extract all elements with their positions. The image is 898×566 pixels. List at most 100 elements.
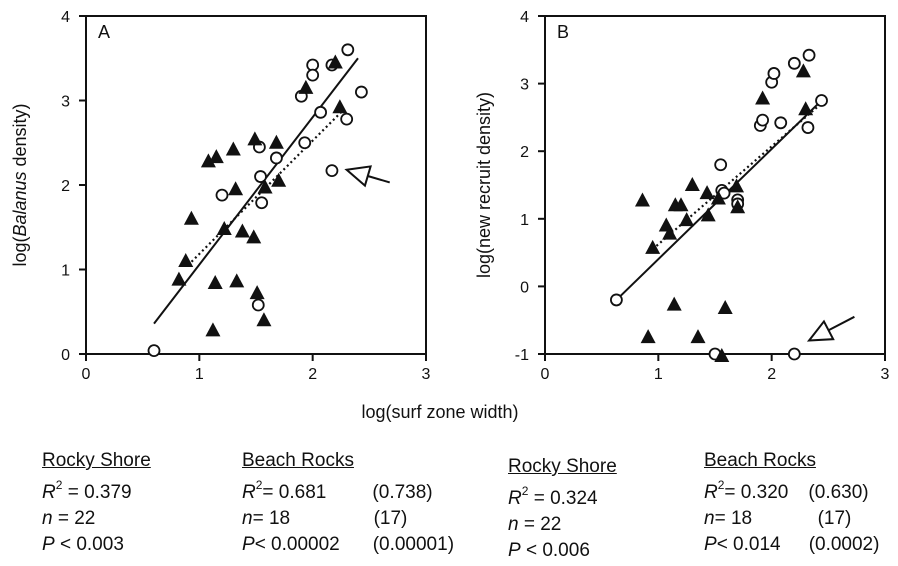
data-point-filled-triangle [247,131,263,146]
panel-label: B [557,22,569,42]
stats-b-rocky-shore: Rocky Shore R2 = 0.324 n = 22 P < 0.006 [508,454,617,564]
fit-line-dotted [187,111,342,267]
y-tick-label: 3 [61,94,70,111]
data-point-filled-triangle [634,192,650,207]
x-tick-label: 1 [654,366,663,383]
shared-x-axis-label: log(surf zone width) [361,402,518,422]
data-point-filled-triangle [645,239,661,254]
n-symbol: n [508,514,519,535]
p-row: P < 0.003 [42,532,151,558]
r2-value: = 0.324 [528,488,598,509]
data-point-open-circle [801,121,815,134]
stats-heading: Rocky Shore [508,456,617,477]
r2-paren-value: (0.738) [372,482,433,503]
r2-value: = 0.379 [62,482,132,503]
data-point-filled-triangle [171,271,187,286]
r2-row: R2 = 0.681 (0.738) [242,478,454,506]
p-symbol: P [42,534,55,555]
r2-value: = 0.681 [262,482,327,503]
data-point-filled-triangle [640,329,656,344]
stats-heading: Beach Rocks [242,450,354,471]
r-symbol: R [42,482,56,503]
y-axis-label-part: log(new recruit density) [474,92,494,278]
panel-label: A [98,22,110,42]
y-tick-label: 0 [520,279,529,296]
r2-row: R2 = 0.320 (0.630) [704,478,879,506]
data-point-open-circle [714,158,728,172]
p-paren-value: (0.0002) [808,534,880,555]
n-paren-value: (17) [373,508,408,529]
p-value: < 0.006 [520,540,590,561]
n-symbol: n [704,508,715,529]
x-tick-label: 0 [541,366,550,383]
data-point-filled-triangle [332,99,348,114]
panel-a: 0 1 2 3 0 1 2 3 4 log(Balanus density) A [10,9,431,383]
plot-frame [544,15,886,355]
r-symbol: R [508,488,522,509]
y-tick-label: 4 [61,9,70,26]
data-point-filled-triangle [271,172,287,187]
r-superscript: 2 [255,478,263,492]
data-point-filled-triangle [225,141,241,156]
r-superscript: 2 [55,478,63,492]
n-symbol: n [42,508,53,529]
data-point-filled-triangle [662,225,678,240]
data-point-filled-triangle [257,179,273,194]
p-paren-value: (0.00001) [372,534,455,555]
p-row: P < 0.006 [508,538,617,564]
r2-paren-value: (0.630) [808,482,869,503]
data-point-open-circle [774,116,788,130]
data-point-open-circle [298,136,312,150]
n-row: n = 18 (17) [242,506,454,532]
data-point-filled-triangle [699,185,715,200]
arrow-head [344,165,372,188]
arrow-shaft [367,175,391,184]
data-point-open-circle [354,85,368,99]
data-point-filled-triangle [178,253,194,268]
data-point-filled-triangle [755,90,771,105]
n-row: n = 18 (17) [704,506,879,532]
n-symbol: n [242,508,253,529]
n-row: n = 22 [42,506,151,532]
data-point-open-circle [767,67,781,80]
data-point-open-circle [787,56,801,70]
data-point-filled-triangle [717,300,733,315]
data-point-filled-triangle [256,312,272,327]
x-tick-label: 2 [308,366,317,383]
y-axis-label: log(Balanus density) [10,103,30,266]
y-axis-label-italic: Balanus [10,171,30,236]
x-tick-label: 1 [195,366,204,383]
p-value: < 0.00002 [254,534,340,555]
data-point-open-circle [314,105,328,119]
y-tick-label: -1 [515,347,529,364]
data-point-open-circle [147,344,161,358]
n-value: = 18 [252,508,291,529]
data-point-open-circle [325,164,339,178]
arrow-head [806,319,835,342]
data-point-open-circle [341,43,355,57]
n-value: = 18 [714,508,753,529]
data-point-open-circle [269,151,283,165]
data-point-open-circle [215,188,229,202]
r-symbol: R [242,482,256,503]
figure: 0 1 2 3 0 1 2 3 4 log(Balanus density) A 0 1 2 3 -1 0 1 2… [10,9,890,422]
data-point-open-circle [340,112,354,126]
arrow-shaft [828,315,855,332]
r-symbol: R [704,482,718,503]
data-point-filled-triangle [246,229,262,244]
n-row: n = 22 [508,512,617,538]
data-point-open-circle [787,347,801,361]
stats-a-beach-rocks: Beach Rocks R2 = 0.681 (0.738) n = 18 (17)… [242,448,454,558]
y-tick-label: 2 [61,178,70,195]
r2-value: = 0.320 [724,482,789,503]
y-axis-label: log(new recruit density) [474,92,494,278]
data-point-filled-triangle [234,223,250,238]
data-point-filled-triangle [327,54,343,69]
data-point-filled-triangle [690,329,706,344]
data-point-open-circle [802,48,816,62]
r-superscript: 2 [717,478,725,492]
y-tick-label: 1 [520,212,529,229]
data-point-open-circle [255,196,269,210]
y-tick-label: 1 [61,263,70,280]
data-point-filled-triangle [730,199,746,214]
